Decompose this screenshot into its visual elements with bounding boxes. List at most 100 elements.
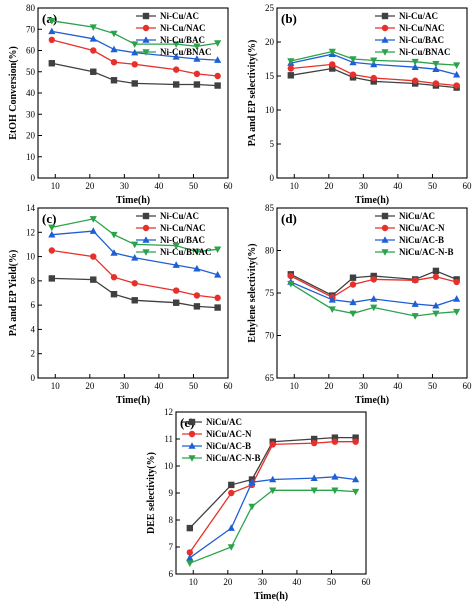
y-tick-label: 20: [265, 37, 275, 47]
y-tick-label: 2: [31, 349, 36, 359]
data-point: [248, 503, 256, 511]
y-tick-label: 70: [26, 24, 36, 34]
data-point: [331, 473, 339, 480]
data-point: [186, 524, 194, 532]
x-tick-label: 10: [290, 381, 300, 391]
data-point: [352, 438, 359, 445]
series-line: [189, 436, 356, 529]
data-point: [287, 65, 295, 72]
y-tick-label: 12: [164, 407, 173, 417]
data-point: [370, 295, 378, 302]
data-point: [110, 231, 118, 239]
legend-marker: [381, 36, 389, 43]
y-tick-label: 20: [26, 131, 36, 141]
y-tick-label: 11: [164, 434, 173, 444]
data-point: [269, 487, 277, 495]
x-tick-label: 50: [428, 181, 438, 191]
data-point: [89, 24, 97, 31]
y-tick-label: 12: [26, 227, 35, 237]
data-point: [370, 304, 378, 312]
series-4: [287, 48, 461, 69]
x-axis-label: Time(h): [116, 395, 150, 406]
data-point: [110, 30, 118, 38]
data-point: [172, 53, 180, 60]
y-tick-label: 70: [265, 331, 275, 341]
data-point: [370, 272, 377, 280]
data-point: [110, 291, 118, 298]
series-3: [48, 27, 222, 63]
y-tick-label: 8: [31, 276, 36, 286]
series-3: [287, 278, 461, 309]
data-point: [349, 310, 357, 318]
legend-marker: [142, 24, 150, 32]
x-tick-label: 20: [324, 181, 334, 191]
data-point: [453, 308, 461, 316]
x-axis-label: Time(h): [355, 395, 389, 406]
x-tick-label: 30: [120, 181, 130, 191]
legend-label: NiCu/AC: [399, 211, 435, 221]
x-tick-label: 60: [224, 181, 234, 191]
data-point: [214, 72, 221, 80]
y-axis-label: PA and EP selectivity(%): [247, 40, 258, 147]
legend-marker: [381, 249, 389, 256]
y-tick-label: 5: [270, 139, 275, 149]
x-tick-label: 50: [428, 381, 438, 391]
data-point: [329, 61, 336, 68]
x-tick-label: 40: [393, 181, 403, 191]
data-point: [214, 40, 222, 47]
legend-marker: [381, 24, 389, 32]
x-tick-label: 30: [359, 181, 369, 191]
data-point: [453, 82, 460, 89]
series-3: [48, 227, 222, 278]
data-point: [193, 303, 201, 310]
data-point: [193, 248, 201, 256]
data-point: [131, 280, 138, 287]
x-tick-label: 50: [189, 181, 199, 191]
data-point: [411, 63, 419, 70]
y-tick-label: 50: [26, 67, 36, 77]
data-point: [193, 70, 201, 78]
y-tick-label: 75: [265, 288, 275, 298]
data-point: [453, 278, 460, 286]
data-point: [370, 276, 377, 283]
y-tick-label: 80: [265, 246, 275, 256]
x-axis-label: Time(h): [355, 195, 389, 206]
y-axis-label: DEE selectivity(%): [146, 452, 157, 534]
y-tick-label: 0: [270, 173, 275, 183]
data-point: [349, 298, 357, 306]
legend-marker: [142, 249, 150, 256]
data-point: [329, 65, 336, 72]
y-tick-label: 65: [265, 373, 275, 383]
data-point: [411, 313, 419, 320]
data-point: [48, 230, 56, 238]
data-point: [172, 287, 180, 294]
data-point: [411, 300, 419, 307]
y-tick-label: 10: [164, 461, 174, 471]
data-point: [349, 71, 357, 78]
panel-label: (b): [281, 11, 297, 26]
series-2: [186, 438, 359, 556]
data-point: [186, 560, 194, 567]
x-tick-label: 10: [189, 577, 199, 587]
data-point: [269, 475, 277, 483]
legend-label: NiCu/AC-N: [206, 429, 252, 439]
data-point: [110, 77, 118, 84]
x-tick-label: 60: [224, 381, 234, 391]
data-point: [310, 439, 318, 447]
data-point: [193, 264, 201, 272]
data-point: [90, 276, 97, 283]
series-1: [287, 267, 460, 299]
series-2: [48, 247, 221, 302]
y-tick-label: 6: [169, 569, 174, 579]
data-point: [269, 441, 276, 448]
x-tick-label: 40: [393, 381, 403, 391]
data-point: [432, 80, 440, 87]
data-point: [349, 56, 357, 63]
data-point: [172, 299, 180, 306]
y-tick-label: 10: [26, 252, 36, 262]
data-point: [48, 247, 56, 254]
data-point: [131, 253, 139, 261]
y-tick-label: 85: [265, 203, 275, 213]
data-point: [432, 65, 440, 72]
x-tick-label: 60: [463, 381, 473, 391]
